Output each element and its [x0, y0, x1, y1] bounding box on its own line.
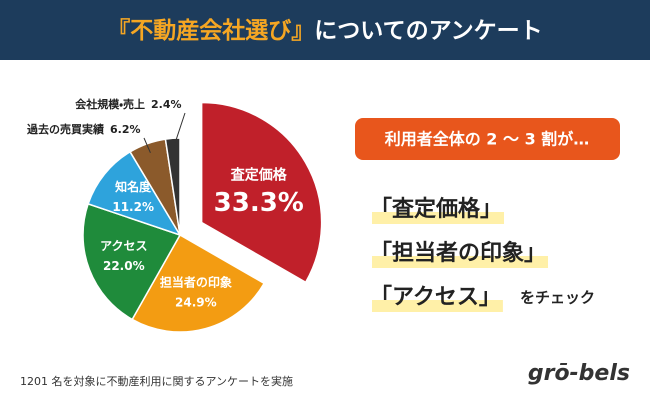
pie: 査定価格 33.3% 担当者の印象 24.9% アクセス 22.0% 知名度 11.2% 過去の…	[27, 97, 323, 333]
logo: grō-bels	[528, 361, 630, 386]
callout-item: 「アクセス」	[370, 285, 501, 310]
highlight	[372, 212, 505, 224]
slice-label: 査定価格	[231, 166, 288, 183]
pie-slice	[164, 137, 181, 236]
title-bar	[0, 0, 650, 60]
highlight	[372, 256, 549, 268]
callout-box	[355, 118, 620, 160]
title-highlight: 『不動産会社選び』	[107, 17, 314, 44]
callout-items: 「査定価格」「担当者の印象」「アクセス」	[370, 196, 549, 312]
highlight	[372, 300, 503, 312]
pie-slice	[200, 101, 323, 284]
slice-value: 24.9%	[175, 296, 217, 310]
callout-item: 「担当者の印象」	[370, 240, 546, 266]
callout-suffix: をチェック	[520, 289, 595, 307]
slice-value: 6.2%	[110, 123, 141, 136]
slice-label: アクセス	[100, 239, 147, 253]
slice-value: 22.0%	[103, 259, 145, 273]
chart-title: 『不動産会社選び』についてのアンケート	[107, 17, 542, 44]
slice-label: 過去の売買実績	[27, 122, 105, 136]
callout-item: 「査定価格」	[370, 196, 502, 222]
pie-slice	[82, 202, 182, 321]
callout-heading: 利用者全体の 2 ～ 3 割が…	[385, 130, 590, 149]
slice-value: 11.2%	[112, 200, 154, 214]
slice-label: 会社規模・売上	[75, 97, 145, 111]
slice-label: 知名度	[114, 179, 151, 194]
slice-value: 2.4%	[151, 98, 182, 111]
pie-slice	[87, 150, 182, 237]
footnote: 1201 名を対象に不動産利用に関するアンケートを実施	[20, 374, 293, 388]
leader-line	[172, 112, 186, 149]
slice-value: 33.3%	[214, 188, 304, 218]
title-rest: についてのアンケート	[314, 18, 542, 44]
leader-line	[143, 137, 151, 154]
pie-slice	[131, 233, 266, 333]
slice-label: 担当者の印象	[160, 275, 232, 290]
